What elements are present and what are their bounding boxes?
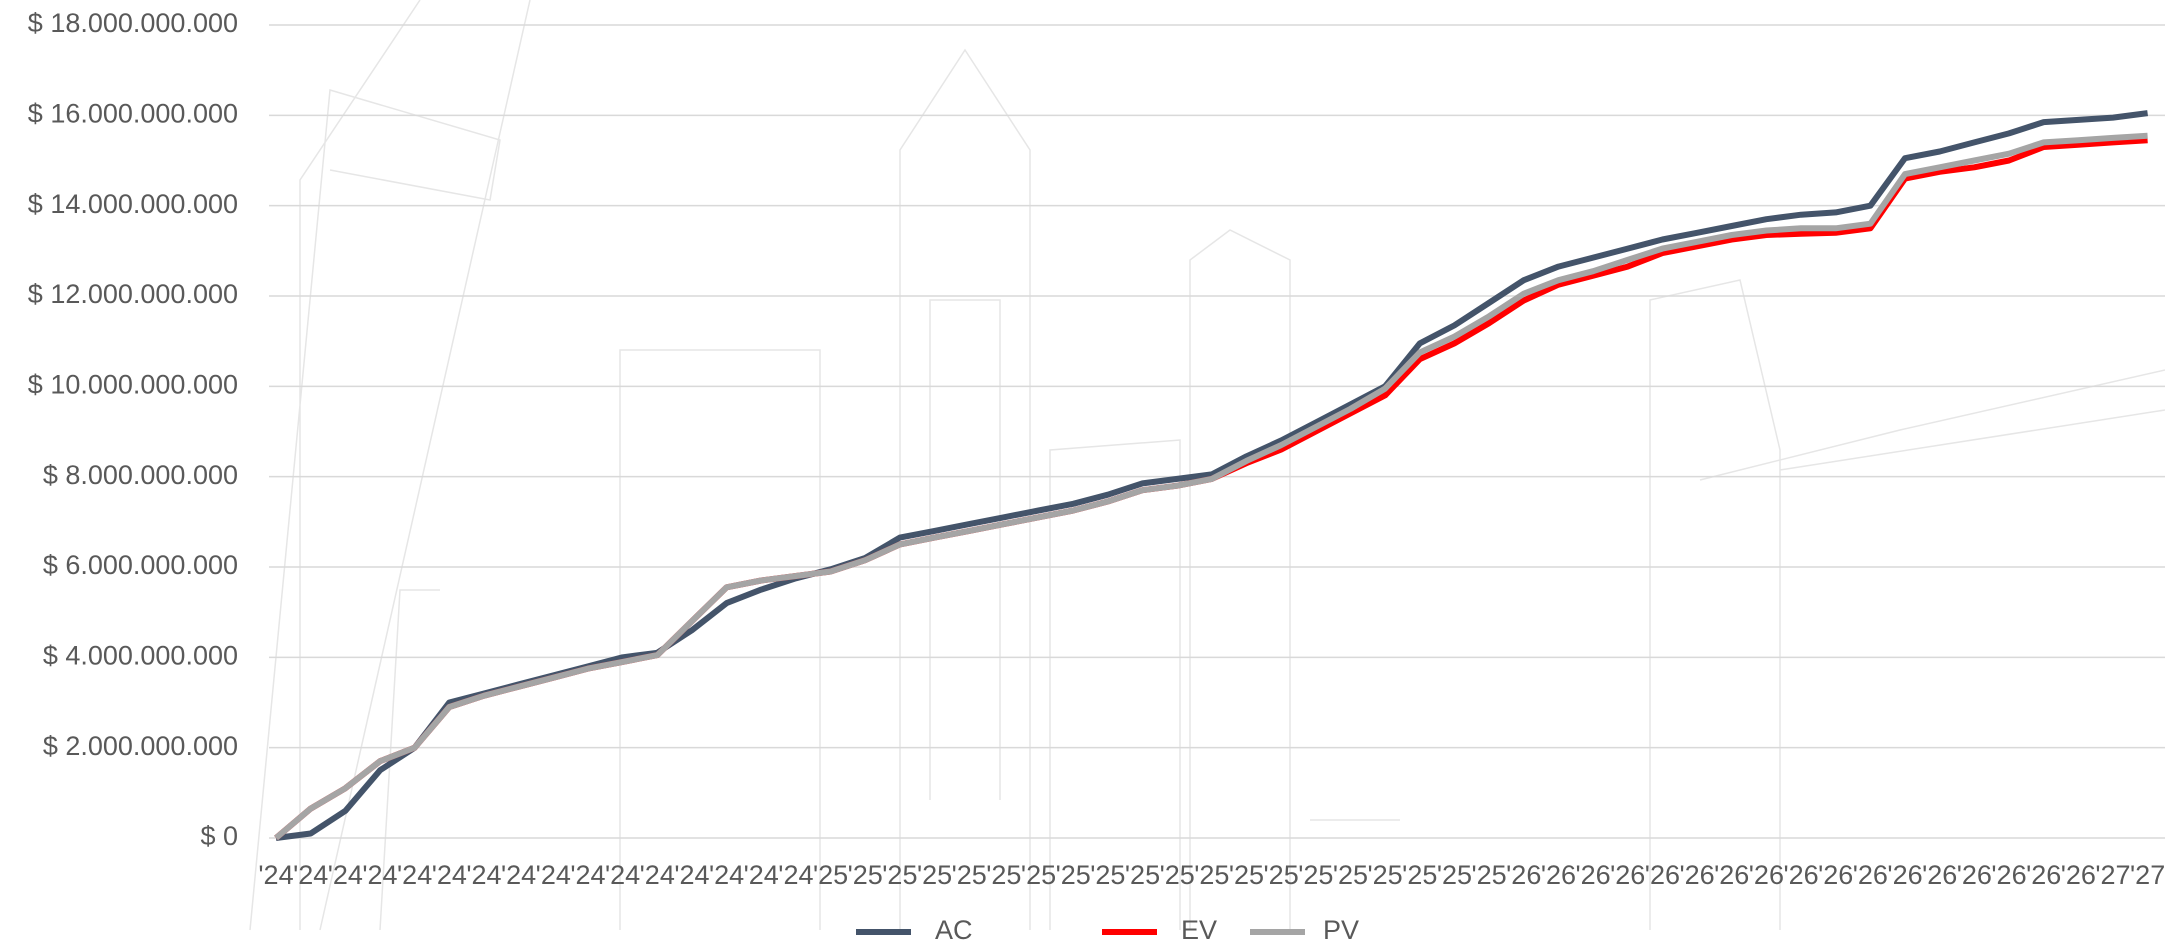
x-tick-label: '26 (1610, 860, 1645, 890)
x-tick-label: '25 (848, 860, 883, 890)
x-tick-label: '25 (986, 860, 1021, 890)
background-skyline (249, 0, 2165, 931)
y-tick-label: $ 6.000.000.000 (43, 550, 238, 580)
y-tick-label: $ 4.000.000.000 (43, 640, 238, 670)
x-tick-label: '26 (1887, 860, 1922, 890)
x-tick-label: '25 (1333, 860, 1368, 890)
x-tick-label: '25 (882, 860, 917, 890)
x-tick-label: '24 (432, 860, 467, 890)
x-tick-label: '24 (640, 860, 675, 890)
x-tick-label: '25 (1090, 860, 1125, 890)
x-tick-label: '24 (328, 860, 363, 890)
x-tick-label: '26 (1818, 860, 1853, 890)
x-tick-label: '26 (1853, 860, 1888, 890)
x-tick-label: '26 (1922, 860, 1957, 890)
x-tick-label: '25 (1264, 860, 1299, 890)
x-tick-label: '24 (397, 860, 432, 890)
legend: AC EV PV (856, 915, 1359, 944)
legend-label: AC (935, 915, 973, 944)
x-tick-label: '24 (258, 860, 293, 890)
x-tick-label: '25 (952, 860, 987, 890)
x-tick-label: '27 (2095, 860, 2130, 890)
x-tick-label: '25 (1056, 860, 1091, 890)
x-tick-label: '26 (1541, 860, 1576, 890)
x-tick-label: '24 (709, 860, 744, 890)
x-tick-label: '24 (362, 860, 397, 890)
x-tick-label: '24 (744, 860, 779, 890)
x-tick-label: '25 (1437, 860, 1472, 890)
series-line (274, 132, 2148, 841)
x-tick-label: '26 (1575, 860, 1610, 890)
x-tick-label: '25 (1160, 860, 1195, 890)
y-tick-label: $ 10.000.000.000 (28, 369, 238, 399)
x-tick-label: '25 (1368, 860, 1403, 890)
x-tick-label: '24 (674, 860, 709, 890)
x-tick-label: '26 (1957, 860, 1992, 890)
x-tick-label: '26 (1991, 860, 2026, 890)
x-tick-label: '24 (778, 860, 813, 890)
y-tick-label: $ 16.000.000.000 (28, 98, 238, 128)
y-tick-label: $ 8.000.000.000 (43, 460, 238, 490)
x-tick-label: '24 (605, 860, 640, 890)
x-tick-label: '26 (1714, 860, 1749, 890)
legend-label: EV (1181, 915, 1217, 944)
x-tick-label: '25 (1402, 860, 1437, 890)
x-tick-label: '26 (1679, 860, 1714, 890)
y-tick-label: $ 12.000.000.000 (28, 279, 238, 309)
x-tick-label: '24 (293, 860, 328, 890)
x-tick-label: '25 (1194, 860, 1229, 890)
y-tick-label: $ 2.000.000.000 (43, 731, 238, 761)
x-tick-label: '26 (1645, 860, 1680, 890)
x-tick-label: '25 (1472, 860, 1507, 890)
x-tick-label: '26 (1506, 860, 1541, 890)
x-tick-label: '24 (536, 860, 571, 890)
x-tick-label: '25 (1298, 860, 1333, 890)
x-tick-label: '26 (1749, 860, 1784, 890)
x-tick-label: '27 (2130, 860, 2165, 890)
x-tick-label: '24 (466, 860, 501, 890)
x-tick-label: '24 (501, 860, 536, 890)
x-tick-label: '25 (813, 860, 848, 890)
y-tick-label: $ 0 (200, 821, 238, 851)
legend-label: PV (1323, 915, 1359, 944)
x-tick-label: '26 (2061, 860, 2096, 890)
x-tick-label: '26 (2026, 860, 2061, 890)
x-tick-label: '25 (1125, 860, 1160, 890)
x-tick-label: '25 (1021, 860, 1056, 890)
y-tick-label: $ 18.000.000.000 (28, 8, 238, 38)
series-line (274, 137, 2148, 841)
y-tick-label: $ 14.000.000.000 (28, 189, 238, 219)
x-tick-label: '25 (917, 860, 952, 890)
x-tick-label: '26 (1783, 860, 1818, 890)
x-tick-label: '25 (1229, 860, 1264, 890)
x-tick-label: '24 (570, 860, 605, 890)
